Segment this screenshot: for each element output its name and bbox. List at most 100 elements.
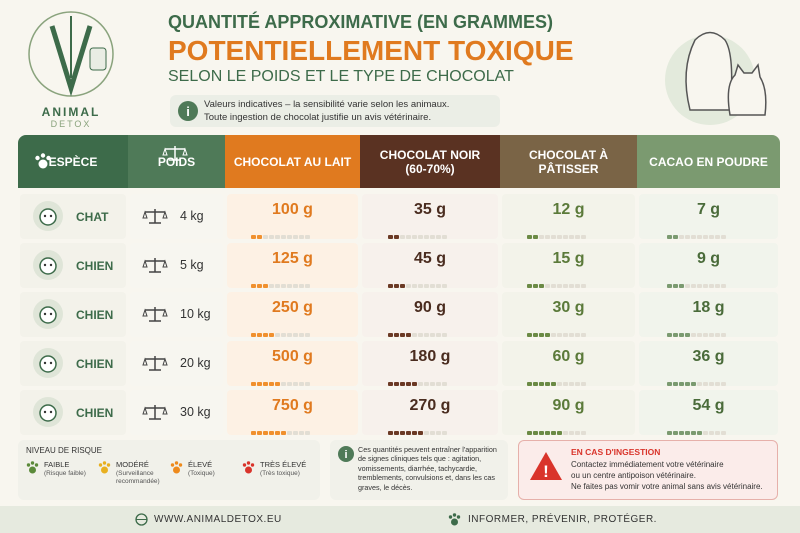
scale-icon: [142, 355, 168, 376]
table-cell: 750 g: [227, 390, 358, 435]
globe-icon: [135, 513, 148, 526]
emergency-title: EN CAS D'INGESTION: [571, 447, 661, 457]
column-header: CHOCOLAT AU LAIT: [225, 135, 360, 188]
toxic-amount: 180 g: [409, 348, 451, 365]
risk-bar: [250, 422, 311, 440]
legend-note: (Risque faible): [44, 470, 86, 477]
legend-note: (Surveillance recommandée): [116, 470, 160, 485]
logo-icon: [28, 11, 114, 97]
toxic-amount: 90 g: [552, 397, 585, 414]
weight: 5 kg: [180, 258, 204, 272]
table-cell: CHIEN: [20, 243, 126, 288]
risk-bar: [388, 422, 448, 440]
toxic-amount: 12 g: [552, 201, 585, 218]
table-cell: 250 g: [227, 292, 358, 337]
animal-icon: [32, 249, 64, 286]
legend-paw: [98, 461, 111, 479]
legend-label: MODÉRÉ: [116, 460, 149, 469]
table-cell: 100 g: [227, 194, 358, 239]
scale-icon: [142, 208, 168, 229]
toxic-amount: 250 g: [272, 299, 313, 316]
footer-website: WWW.ANIMALDETOX.EU: [154, 514, 282, 525]
table-cell: 90 g: [502, 390, 635, 435]
column-header: ESPÈCE: [18, 135, 128, 188]
symptoms-icon: i: [338, 446, 354, 462]
legend-label: TRÈS ÉLEVÉ: [260, 460, 307, 469]
paw-icon: [34, 152, 52, 175]
table-cell: 500 g: [227, 341, 358, 386]
animal-icon: [32, 200, 64, 237]
logo-name: ANIMAL: [41, 105, 101, 119]
table-cell: 15 g: [502, 243, 635, 288]
info-line: Valeurs indicatives – la sensibilité var…: [204, 99, 450, 110]
logo: ANIMAL DETOX: [22, 8, 120, 129]
table-cell: CHIEN: [20, 292, 126, 337]
table-cell: 9 g: [639, 243, 778, 288]
risk-bar: [666, 373, 727, 391]
table-cell: 18 g: [639, 292, 778, 337]
legend-label: FAIBLE: [44, 460, 70, 469]
risk-bar: [666, 226, 727, 244]
info-icon: i: [178, 101, 198, 121]
toxic-amount: 270 g: [409, 397, 451, 414]
species: CHIEN: [76, 406, 114, 420]
svg-text:i: i: [344, 449, 347, 461]
risk-bar: [666, 422, 727, 440]
table-cell: CHIEN: [20, 390, 126, 435]
toxic-amount: 500 g: [272, 348, 313, 365]
table-cell: CHIEN: [20, 341, 126, 386]
risk-bar: [526, 373, 587, 391]
toxic-amount: 15 g: [552, 250, 585, 267]
logo-sub: DETOX: [50, 119, 92, 129]
toxic-amount: 35 g: [413, 201, 446, 218]
info-box: i Valeurs indicatives – la sensibilité v…: [170, 95, 500, 127]
table-cell: 12 g: [502, 194, 635, 239]
warning-icon: !: [530, 452, 562, 481]
scale-icon: [142, 257, 168, 278]
column-header: CHOCOLAT NOIR (60-70%): [360, 135, 500, 188]
legend-title: NIVEAU DE RISQUE: [26, 446, 103, 455]
toxic-amount: 60 g: [552, 348, 585, 365]
table-cell: 20 kg: [130, 341, 223, 386]
table-cell: CHAT: [20, 194, 126, 239]
toxic-amount: 18 g: [692, 299, 725, 316]
paw-icon: [448, 513, 461, 526]
risk-bar: [388, 373, 448, 391]
toxic-amount: 54 g: [692, 397, 725, 414]
table-cell: 30 kg: [130, 390, 223, 435]
table-cell: 10 kg: [130, 292, 223, 337]
toxic-amount: 7 g: [696, 201, 721, 218]
species: CHAT: [76, 210, 109, 224]
risk-bar: [250, 275, 311, 293]
species: CHIEN: [76, 308, 114, 322]
title-3: SELON LE POIDS ET LE TYPE DE CHOCOLAT: [168, 68, 514, 85]
risk-bar: [250, 324, 311, 342]
toxic-amount: 30 g: [552, 299, 585, 316]
legend-paw: [242, 461, 255, 479]
toxic-amount: 9 g: [696, 250, 721, 267]
footer-slogan: INFORMER, PRÉVENIR, PROTÉGER.: [468, 514, 657, 525]
toxic-amount: 36 g: [692, 348, 725, 365]
table-cell: 60 g: [502, 341, 635, 386]
legend: NIVEAU DE RISQUE FAIBLE (Risque faible) MO…: [18, 440, 320, 500]
table-cell: 45 g: [362, 243, 498, 288]
toxic-amount: 125 g: [272, 250, 313, 267]
symptoms-text: Ces quantités peuvent entraîner l'appari…: [358, 445, 497, 492]
table-cell: 36 g: [639, 341, 778, 386]
weight: 30 kg: [180, 405, 211, 419]
species: CHIEN: [76, 357, 114, 371]
title-2: POTENTIELLEMENT TOXIQUE: [168, 35, 574, 66]
footer: WWW.ANIMALDETOX.EU INFORMER, PRÉVENIR, P…: [0, 506, 800, 533]
emergency-line: Ne faites pas vomir votre animal sans av…: [571, 482, 763, 491]
weight: 10 kg: [180, 307, 211, 321]
table-cell: 35 g: [362, 194, 498, 239]
species: CHIEN: [76, 259, 114, 273]
table-cell: 7 g: [639, 194, 778, 239]
weight: 20 kg: [180, 356, 211, 370]
risk-bar: [250, 373, 311, 391]
table-cell: 30 g: [502, 292, 635, 337]
toxic-amount: 45 g: [413, 250, 446, 267]
risk-bar: [526, 226, 587, 244]
risk-bar: [666, 324, 727, 342]
emergency-line: Contactez immédiatement votre vétérinair…: [571, 460, 724, 469]
